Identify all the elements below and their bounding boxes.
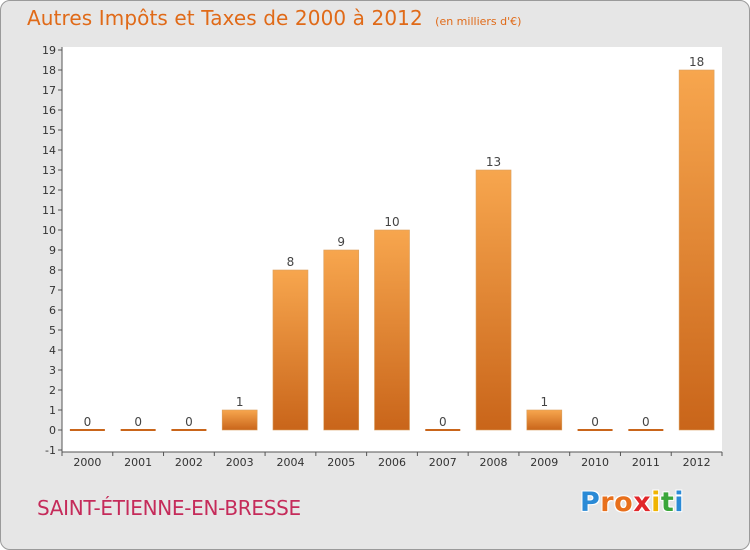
y-tick-label: 2 (49, 384, 56, 397)
data-label: 0 (84, 415, 92, 429)
y-tick-label: 1 (49, 404, 56, 417)
logo-letter: i (674, 487, 685, 518)
y-tick-label: 15 (42, 124, 56, 137)
bar (221, 409, 258, 431)
x-tick-label: 2002 (175, 456, 203, 469)
y-tick-label: 17 (42, 84, 56, 97)
x-tick-label: 2001 (124, 456, 152, 469)
bars (69, 69, 715, 431)
x-tick-label: 2011 (632, 456, 660, 469)
data-label: 13 (486, 155, 501, 169)
x-tick-label: 2000 (73, 456, 101, 469)
bar (526, 409, 563, 431)
data-label: 8 (287, 255, 295, 269)
bar (272, 269, 309, 431)
y-tick-label: 0 (49, 424, 56, 437)
x-tick-label: 2010 (581, 456, 609, 469)
proxiti-logo: Proxiti (580, 487, 684, 518)
chart-unit: (en milliers d'€) (435, 15, 522, 28)
x-axis: 2000 2001 2002 2003 2004 2005 2006 2007 2008 2009… (61, 451, 723, 469)
y-tick-label: 7 (49, 284, 56, 297)
y-tick-label: 8 (49, 264, 56, 277)
y-tick-label: 18 (42, 64, 56, 77)
logo-letter: x (633, 487, 652, 518)
data-label: 10 (384, 215, 399, 229)
y-tick-label: 3 (49, 364, 56, 377)
data-label: 9 (337, 235, 345, 249)
x-tick-label: 2008 (480, 456, 508, 469)
x-tick-label: 2009 (530, 456, 558, 469)
data-label: 0 (439, 415, 447, 429)
y-tick-label: 4 (49, 344, 56, 357)
chart-title-text: Autres Impôts et Taxes de 2000 à 2012 (27, 6, 423, 30)
y-tick-label: -1 (45, 444, 56, 457)
bar (475, 169, 512, 431)
y-tick-label: 11 (42, 204, 56, 217)
x-tick-label: 2006 (378, 456, 406, 469)
y-tick-label: 12 (42, 184, 56, 197)
y-tick-label: 19 (42, 44, 56, 57)
data-label: 1 (540, 395, 548, 409)
x-tick-label: 2004 (276, 456, 304, 469)
data-label: 0 (134, 415, 142, 429)
logo-letter: i (651, 487, 661, 518)
x-tick-label: 2003 (226, 456, 254, 469)
bar (323, 249, 360, 431)
logo-letter: P (580, 487, 601, 518)
data-label: 1 (236, 395, 244, 409)
logo-letter: t (660, 487, 675, 518)
y-tick-label: 13 (42, 164, 56, 177)
y-tick-label: 6 (49, 304, 56, 317)
y-tick-label: 9 (49, 244, 56, 257)
commune-name: SAINT-ÉTIENNE-EN-BRESSE (37, 496, 301, 520)
y-tick-label: 16 (42, 104, 56, 117)
data-label: 0 (185, 415, 193, 429)
bar (374, 229, 410, 431)
y-tick-label: 10 (42, 224, 56, 237)
y-tick-label: 5 (49, 324, 56, 337)
logo-letter: r (600, 487, 615, 518)
logo-letter: o (614, 487, 634, 518)
data-label: 0 (642, 415, 650, 429)
bar (678, 69, 715, 431)
x-tick-label: 2005 (327, 456, 355, 469)
data-label: 0 (591, 415, 599, 429)
chart-title: Autres Impôts et Taxes de 2000 à 2012 (e… (27, 6, 521, 30)
y-tick-label: 14 (42, 144, 56, 157)
x-tick-label: 2007 (429, 456, 457, 469)
x-tick-label: 2012 (683, 456, 711, 469)
data-label: 18 (689, 55, 704, 69)
